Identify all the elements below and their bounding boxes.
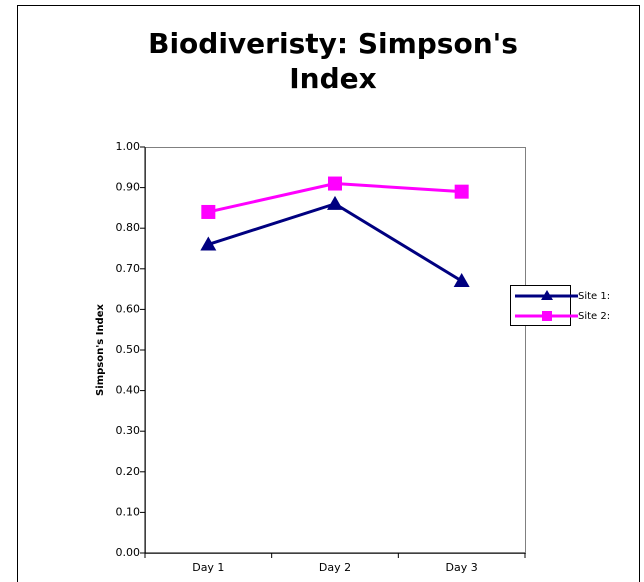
y-tick-label: 0.70: [116, 262, 141, 275]
y-tick-label: 0.60: [116, 302, 141, 315]
y-tick-label: 0.10: [116, 505, 141, 518]
legend: [510, 285, 571, 326]
x-tick-label: Day 2: [319, 561, 351, 574]
marker: [200, 236, 217, 251]
y-tick-label: 1.00: [116, 140, 141, 153]
legend-marker: [541, 290, 553, 300]
marker: [328, 176, 342, 191]
marker: [201, 204, 216, 219]
chart-border: [17, 5, 640, 582]
y-tick-label: 0.50: [116, 343, 141, 356]
chart-title: Biodiveristy: Simpson's Index: [148, 27, 518, 95]
y-tick-label: 0.30: [116, 424, 141, 437]
legend-label: Site 1:: [578, 291, 610, 302]
x-tick-label: Day 1: [192, 561, 224, 574]
marker: [327, 195, 343, 210]
marker: [453, 272, 470, 287]
legend-marker: [542, 311, 552, 321]
x-tick-label: Day 3: [446, 561, 478, 574]
y-tick-label: 0.80: [116, 221, 141, 234]
y-tick-label: 0.00: [116, 546, 141, 559]
y-tick-label: 0.20: [116, 465, 141, 478]
y-tick-label: 0.40: [116, 384, 141, 397]
y-tick-label: 0.90: [116, 181, 141, 194]
y-axis-label: Simpson's Index: [95, 304, 106, 396]
legend-label: Site 2:: [578, 311, 610, 322]
marker: [454, 184, 469, 199]
series-line: [207, 202, 463, 283]
